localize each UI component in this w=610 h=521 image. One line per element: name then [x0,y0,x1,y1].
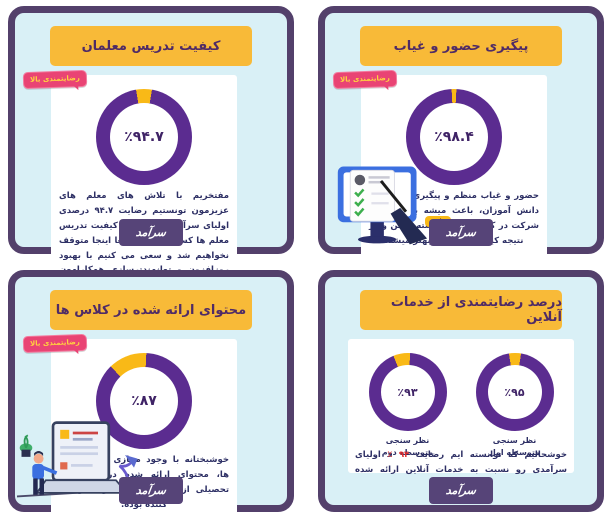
caption-line-1: نظر سنجی [385,436,430,445]
card-teaching-quality: کیفیت تدریس معلمان رضایتمندی بالا ٪۹۴.۷ … [8,6,294,316]
card-title: کیفیت تدریس معلمان [50,26,252,66]
satisfaction-badge: رضایتمندی بالا [22,69,88,90]
card-attendance: پیگیری حضور و غیاب رضایتمندی بالا ٪۹۸.۴ … [318,6,604,257]
content-box: ٪۹۵ نظر سنجی متوسطه اول ٪۹۳ نظر سنجی متو… [348,339,574,473]
saramad-logo: سرآمد [429,477,493,504]
saramad-logo: سرآمد [119,219,183,246]
content-box: رضایتمندی بالا ٪۹۸.۴ حضور و غیاب منظم و … [332,69,547,257]
donut-percent-label: ٪۹۴.۷ [124,129,164,145]
donut-percent-label: ٪۹۵ [504,385,525,399]
logo-text: سرآمد [445,484,477,497]
donut-hole: ٪۸۷ [110,367,178,435]
donut-chart: ٪۸۷ [96,353,192,449]
caption-line-1: نظر سنجی [492,436,537,445]
donut-column-middle-school-1: ٪۹۵ نظر سنجی متوسطه اول [461,345,568,459]
card-title: پیگیری حضور و غیاب [360,26,562,66]
donut-percent-label: ٪۸۷ [131,393,157,409]
attendance-checklist-illustration [337,166,428,245]
donut-hole: ٪۹۵ [487,365,542,419]
donut-chart: ٪۹۳ [368,353,447,431]
body-pre: خوشحالیم که توانسته ایم رضایت [409,449,567,460]
caption-line-2: متوسطه اول [488,448,541,457]
donut-hole: ٪۹۳ [380,365,435,419]
donut-hole: ٪۹۴.۷ [110,103,178,171]
donut-percent-label: ٪۹۳ [397,385,418,399]
logo-text: سرآمد [445,226,477,239]
donut-chart: ٪۹۸.۴ [406,89,502,185]
card-online-services: درصد رضایتمندی از خدمات آنلاین ٪۹۵ نظر س… [318,270,604,512]
satisfaction-badge: رضایتمندی بالا [22,333,88,354]
donut-chart: ٪۹۵ [475,353,554,431]
laptop-workspace-illustration [17,421,141,498]
logo-text: سرآمد [135,484,167,497]
card-title: محتوای ارائه شده در کلاس ها [50,290,252,330]
donut-chart: ٪۹۴.۷ [96,89,192,185]
body-highlight-percent: ۹۴ ٪ [387,449,410,460]
satisfaction-badge: رضایتمندی بالا [332,69,398,90]
caption-line-2: متوسطه دوم [381,448,434,457]
card-class-content: محتوای ارائه شده در کلاس ها رضایتمندی با… [8,270,294,521]
donut-hole: ٪۹۸.۴ [420,103,488,171]
logo-text: سرآمد [135,226,167,239]
saramad-logo: سرآمد [429,219,493,246]
donut-caption: نظر سنجی متوسطه اول [461,435,568,459]
saramad-logo: سرآمد [119,477,183,504]
donut-percent-label: ٪۹۸.۴ [434,129,474,145]
donut-column-middle-school-2: ٪۹۳ نظر سنجی متوسطه دوم [354,345,461,459]
card-title: درصد رضایتمندی از خدمات آنلاین [360,290,562,330]
donut-pair: ٪۹۵ نظر سنجی متوسطه اول ٪۹۳ نظر سنجی متو… [354,343,568,465]
donut-caption: نظر سنجی متوسطه دوم [354,435,461,459]
